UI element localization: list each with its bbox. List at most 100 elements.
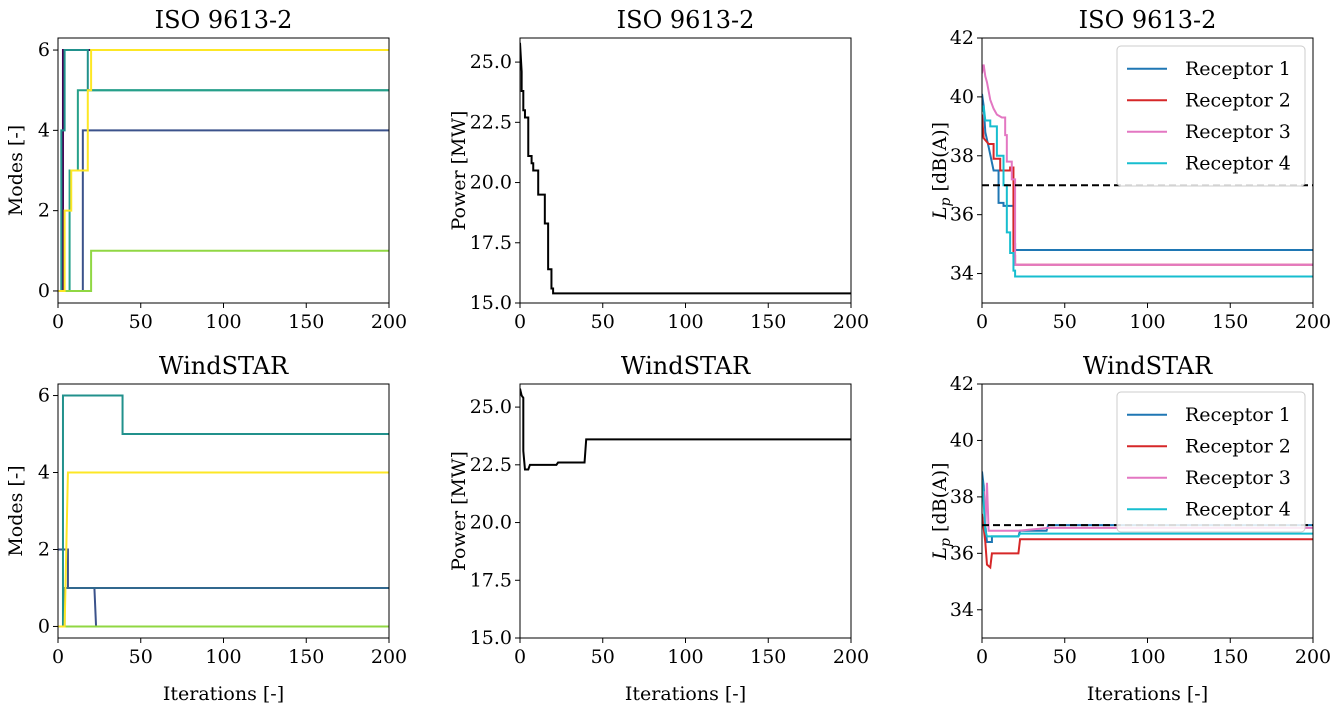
legend-label: Receptor 4 [1185, 152, 1291, 174]
y-axis-label: Power [MW] [448, 451, 470, 571]
chart-panel-lp_iso: ISO 9613-2 0 50 100 150 200 34 36 38 40 42 Lp [dB(A… [929, 6, 1331, 333]
axes-frame [519, 383, 852, 639]
x-tick-label: 200 [833, 311, 869, 333]
x-tick-label: 150 [750, 646, 786, 668]
x-tick-label: 0 [514, 311, 526, 333]
x-tick-label: 100 [667, 311, 703, 333]
y-tick-label: 22.5 [470, 111, 512, 133]
y-axis-label: Lp [dB(A)] [929, 122, 954, 220]
y-tick-label: 42 [950, 373, 974, 395]
chart-panel-modes_ws: WindSTAR 0 50 100 150 200 0 2 4 6 Modes [-] Iterati… [5, 352, 407, 705]
chart-panel-power_iso: ISO 9613-2 0 50 100 150 200 15.0 17.5 20.0 22.5 25… [448, 6, 869, 333]
x-tick-label: 50 [591, 646, 615, 668]
x-tick-label: 100 [667, 646, 703, 668]
axes-frame [981, 383, 1314, 639]
series-line-receptor-2 [982, 513, 1313, 570]
y-tick-label: 17.5 [470, 569, 512, 591]
series-line-1 [58, 49, 389, 292]
series-line-1 [520, 388, 851, 471]
y-tick-label: 25.0 [470, 51, 512, 73]
series-line-6 [58, 471, 389, 628]
y-tick-label: 15.0 [470, 292, 512, 314]
x-tick-label: 150 [750, 311, 786, 333]
x-axis-label: Iterations [-] [163, 683, 284, 705]
y-tick-label: 6 [38, 39, 50, 61]
plot-area [520, 388, 851, 471]
y-tick-label: 2 [38, 200, 50, 222]
legend-label: Receptor 3 [1185, 467, 1291, 489]
axes-frame [519, 37, 852, 304]
x-tick-label: 50 [591, 311, 615, 333]
x-tick-label: 0 [976, 646, 988, 668]
y-tick-label: 0 [38, 280, 50, 302]
y-tick-label: 42 [950, 27, 974, 49]
chart-title: WindSTAR [159, 352, 289, 380]
plot-area [982, 64, 1313, 278]
chart-title: WindSTAR [1083, 352, 1213, 380]
x-tick-label: 200 [833, 646, 869, 668]
legend-label: Receptor 2 [1185, 89, 1291, 111]
x-tick-label: 50 [1053, 311, 1077, 333]
legend-label: Receptor 1 [1185, 58, 1291, 80]
y-tick-label: 40 [950, 429, 974, 451]
series-line-6 [58, 49, 389, 292]
chart-title: ISO 9613-2 [1079, 6, 1217, 34]
y-tick-label: 38 [950, 486, 974, 508]
axes-frame [981, 37, 1314, 304]
series-line-receptor-3 [982, 64, 1313, 266]
y-axis-label: Modes [-] [5, 465, 27, 556]
plot-area [58, 49, 389, 292]
legend-box [1116, 391, 1306, 533]
x-tick-label: 200 [1295, 646, 1331, 668]
chart-title: WindSTAR [621, 352, 751, 380]
y-tick-label: 2 [38, 538, 50, 560]
x-tick-label: 0 [976, 311, 988, 333]
y-tick-label: 20.0 [470, 172, 512, 194]
y-axis-label: Power [MW] [448, 111, 470, 231]
y-tick-label: 4 [38, 462, 50, 484]
x-tick-label: 50 [1053, 646, 1077, 668]
series-line-2 [58, 129, 389, 292]
axes-frame [57, 37, 390, 304]
y-tick-label: 38 [950, 145, 974, 167]
chart-title: ISO 9613-2 [155, 6, 293, 34]
x-tick-label: 0 [52, 646, 64, 668]
y-axis-label: Modes [-] [5, 125, 27, 216]
y-tick-label: 36 [950, 204, 974, 226]
x-tick-label: 200 [371, 311, 407, 333]
chart-panel-modes_iso: ISO 9613-2 0 50 100 150 200 0 2 4 6 Modes [-] [5, 6, 407, 333]
y-tick-label: 34 [950, 263, 974, 285]
x-tick-label: 0 [514, 646, 526, 668]
y-tick-label: 6 [38, 385, 50, 407]
legend-box [1116, 45, 1306, 187]
x-tick-label: 100 [205, 646, 241, 668]
y-tick-label: 20.0 [470, 512, 512, 534]
legend-label: Receptor 4 [1185, 498, 1291, 520]
y-tick-label: 40 [950, 86, 974, 108]
x-tick-label: 50 [129, 646, 153, 668]
x-tick-label: 150 [1212, 311, 1248, 333]
y-tick-label: 4 [38, 119, 50, 141]
x-tick-label: 0 [52, 311, 64, 333]
legend: Receptor 1 Receptor 2 Receptor 3 Receptor 4 [1116, 45, 1306, 187]
y-tick-label: 0 [38, 615, 50, 637]
series-line-4 [58, 394, 389, 628]
legend: Receptor 1 Receptor 2 Receptor 3 Receptor 4 [1116, 391, 1306, 533]
x-tick-label: 200 [1295, 311, 1331, 333]
x-axis-label: Iterations [-] [625, 683, 746, 705]
y-tick-label: 22.5 [470, 454, 512, 476]
x-tick-label: 200 [371, 646, 407, 668]
y-tick-label: 15.0 [470, 627, 512, 649]
series-line-1 [520, 42, 851, 295]
y-axis-label: Lp [dB(A)] [929, 462, 954, 560]
x-axis-label: Iterations [-] [1087, 683, 1208, 705]
series-line-3 [58, 49, 389, 292]
series-line-4 [58, 89, 389, 292]
x-tick-label: 150 [1212, 646, 1248, 668]
legend-label: Receptor 3 [1185, 121, 1291, 143]
legend-label: Receptor 1 [1185, 404, 1291, 426]
y-tick-label: 25.0 [470, 396, 512, 418]
series-line-3 [58, 586, 389, 628]
axes-frame [57, 383, 390, 639]
